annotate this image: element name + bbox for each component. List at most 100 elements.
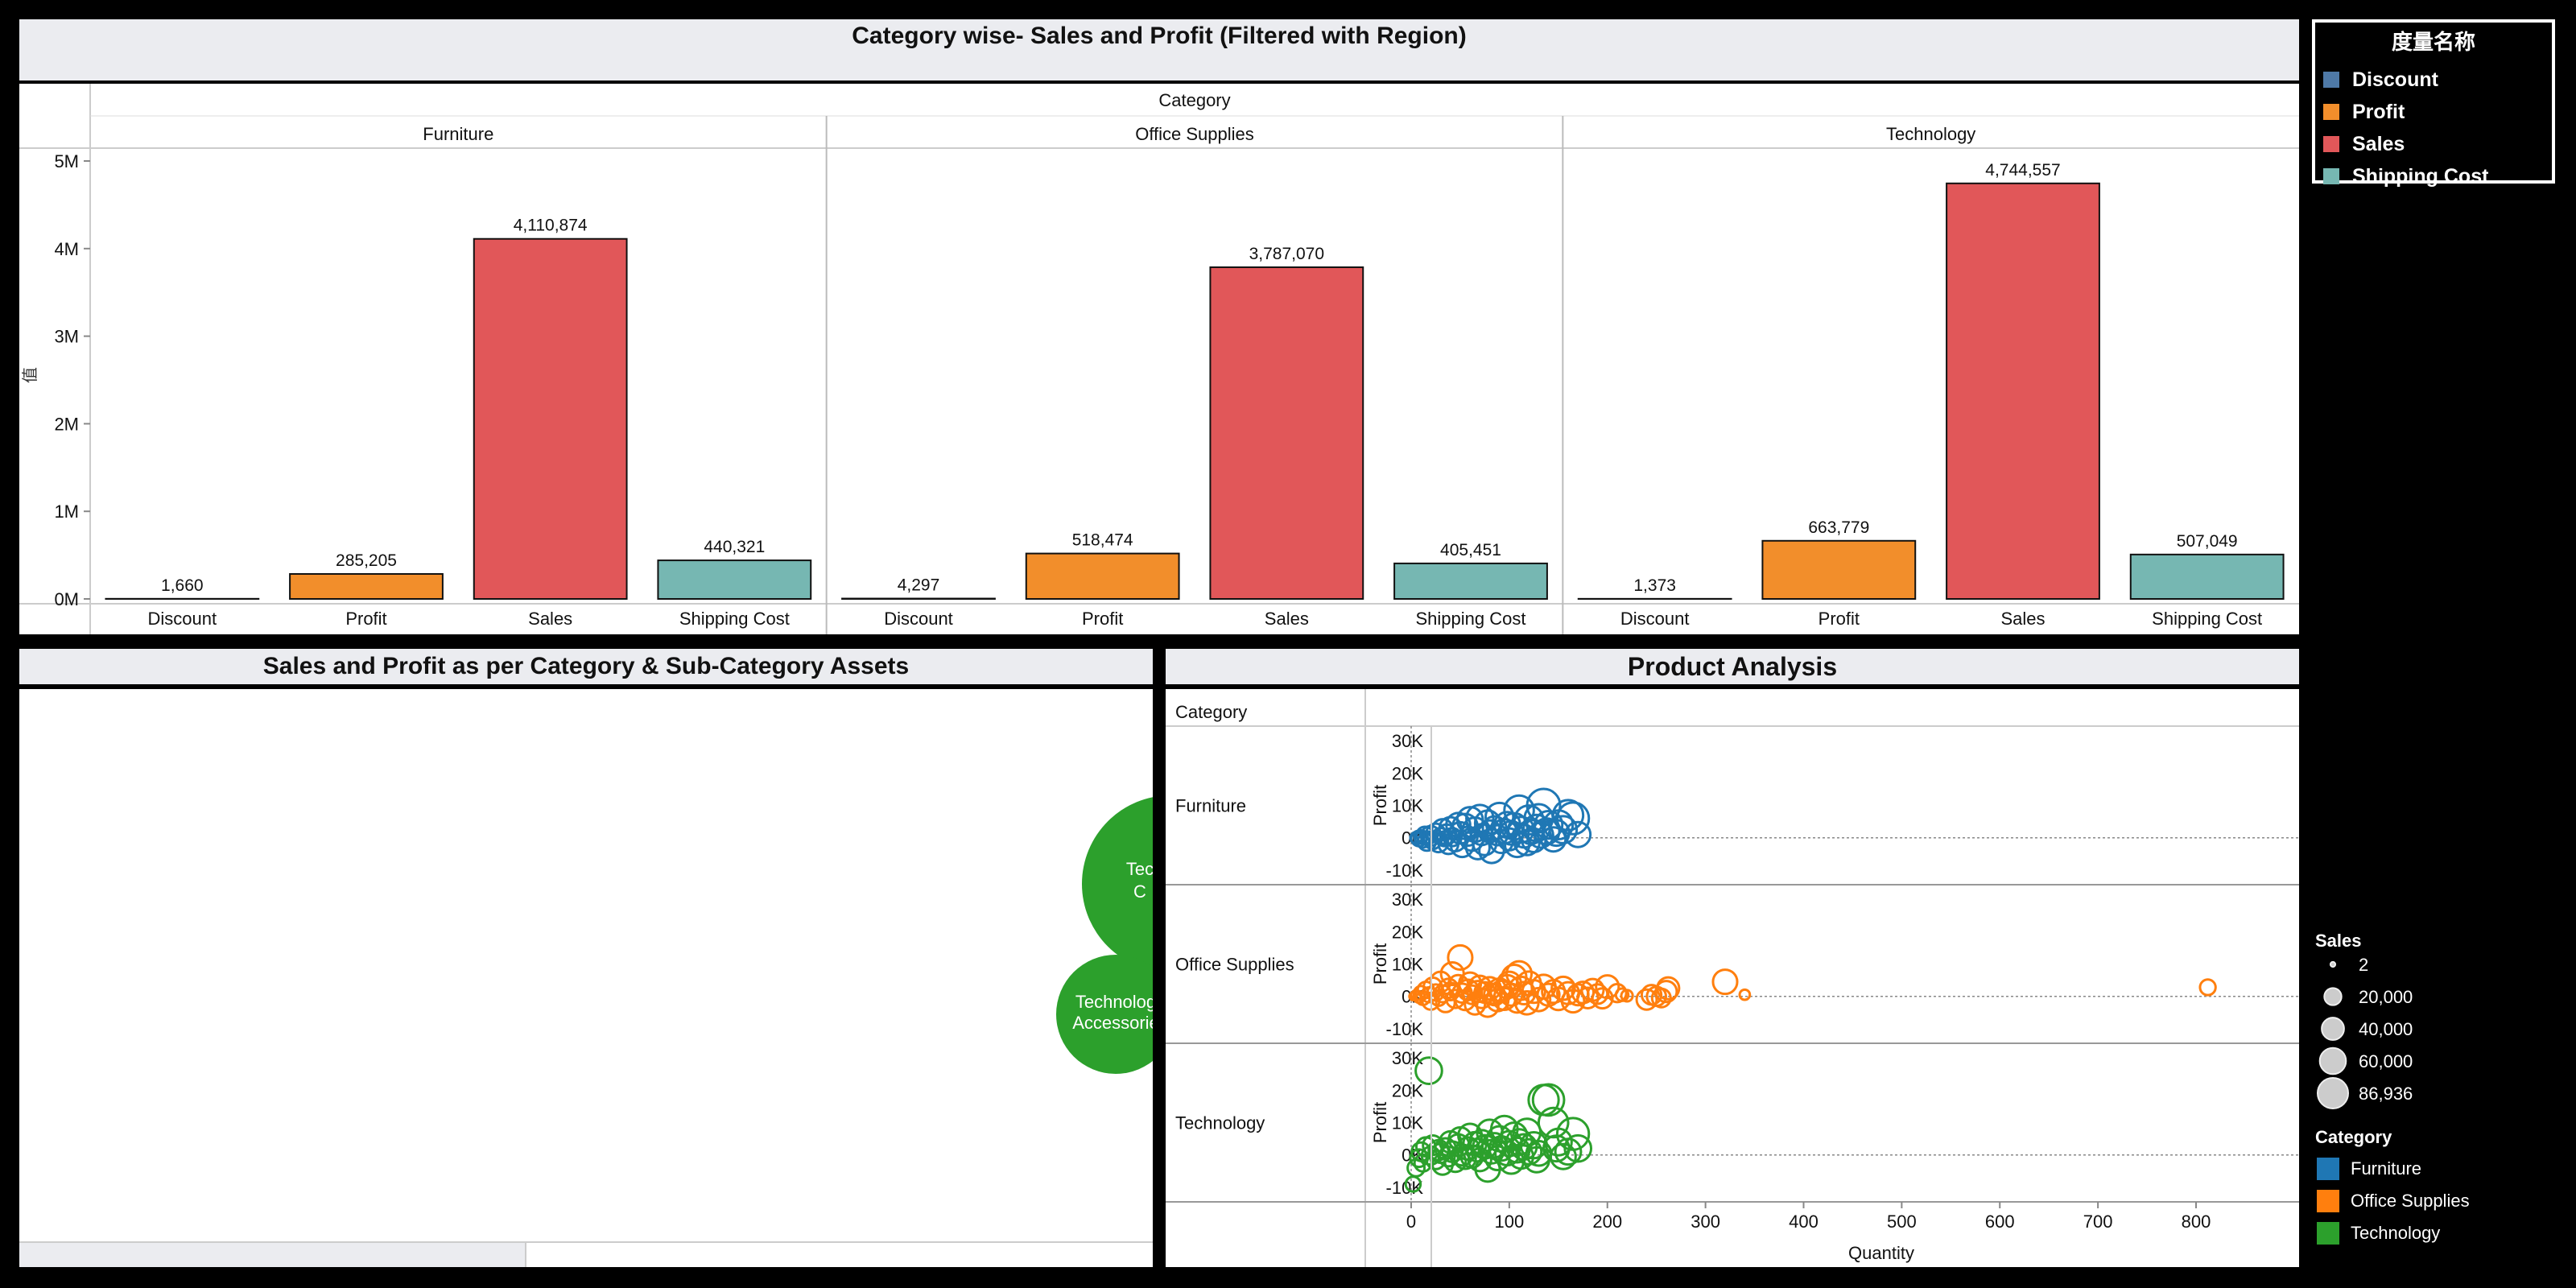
scatter-point-office-supplies[interactable] (1654, 980, 1678, 1004)
y-tick-label: 30K (1392, 1048, 1423, 1068)
y-tick-label: 10K (1392, 955, 1423, 975)
scatter-point-technology[interactable] (1531, 1083, 1566, 1117)
y-axis-title: Profit (1370, 1102, 1390, 1143)
size-legend-label: 40,000 (2359, 1019, 2413, 1039)
size-legend-label: 20,000 (2359, 987, 2413, 1007)
row-header-label: Category (1175, 702, 1247, 722)
bubble-chart-title: Sales and Profit as per Category & Sub-C… (262, 653, 910, 679)
scatter-point-office-supplies[interactable] (1576, 986, 1600, 1009)
top-chart-title-bar: Category wise- Sales and Profit (Filtere… (19, 19, 2299, 80)
bar-value-label: 663,779 (1808, 518, 1869, 537)
x-tick-label-discount: Discount (884, 609, 953, 629)
x-tick-label-profit: Profit (1082, 609, 1123, 629)
product-analysis-title-bar: Product Analysis (1166, 649, 2299, 684)
bar-technology-profit[interactable] (1761, 539, 1917, 600)
scatter-point-office-supplies[interactable] (1505, 960, 1534, 988)
scatter-point-office-supplies[interactable] (1433, 984, 1452, 1004)
top-chart-panel: Category 值 0M 1M 2M 3M 4M 5M Furniture 1,660 Disco… (19, 84, 2299, 634)
scatter-point-technology[interactable] (1468, 1129, 1496, 1155)
scatter-point-technology[interactable] (1555, 1117, 1591, 1151)
scatter-point-technology[interactable] (1443, 1150, 1468, 1174)
scatter-point-furniture[interactable] (1486, 824, 1509, 847)
scatter-point-technology[interactable] (1515, 1137, 1543, 1166)
scatter-point-office-supplies[interactable] (1591, 987, 1614, 1010)
y-tick-label: 5M (54, 151, 79, 171)
x-tick-label-shipping-cost: Shipping Cost (679, 609, 790, 629)
measure-legend-title: 度量名称 (2391, 30, 2475, 54)
legend-swatch (2323, 104, 2339, 120)
size-legend-marker (2323, 987, 2343, 1006)
scatter-point-office-supplies[interactable] (1711, 968, 1739, 996)
facet-label-technology: Technology (1886, 124, 1975, 144)
scatter-point-furniture[interactable] (1451, 812, 1480, 840)
scatter-point-technology[interactable] (1422, 1134, 1444, 1157)
bar-furniture-sales[interactable] (473, 237, 628, 600)
y-axis-title: Profit (1370, 785, 1390, 826)
row-label-office-supplies: Office Supplies (1175, 955, 1294, 975)
scatter-point-office-supplies[interactable] (1607, 983, 1628, 1004)
legend-swatch (2317, 1190, 2339, 1212)
horizontal-scrollbar-track[interactable] (19, 1241, 1153, 1267)
measure-legend-item-sales[interactable]: Sales (2315, 128, 2552, 160)
size-legend-marker (2329, 960, 2337, 968)
bar-technology-shipping-cost[interactable] (2129, 553, 2285, 600)
x-tick-label-discount: Discount (1620, 609, 1690, 629)
scatter-point-furniture[interactable] (1548, 815, 1579, 844)
x-tick-label-shipping-cost: Shipping Cost (1416, 609, 1526, 629)
measure-legend-item-discount[interactable]: Discount (2315, 64, 2552, 96)
sales-legend-title: Sales (2315, 931, 2362, 951)
scatter-point-office-supplies[interactable] (1447, 943, 1474, 971)
scatter-point-technology[interactable] (1414, 1056, 1443, 1085)
y-tick-label: 20K (1392, 922, 1423, 942)
bar-technology-sales[interactable] (1946, 182, 2100, 601)
scatter-point-furniture[interactable] (1533, 809, 1564, 840)
bubble-technology-accessories[interactable] (1056, 955, 1153, 1074)
sales-size-legend: Sales 2 20,000 40,000 60,000 86,936 (2312, 927, 2553, 1113)
bubble-large-label: Tec C (1125, 859, 1153, 902)
facet-label-furniture: Furniture (423, 124, 493, 144)
category-legend-item-office-supplies[interactable]: Office Supplies (2317, 1185, 2470, 1217)
scatter-point-furniture[interactable] (1551, 799, 1585, 832)
y-tick-label: 20K (1392, 763, 1423, 783)
top-chart-title: Category wise- Sales and Profit (Filtere… (852, 23, 1467, 49)
bar-value-label: 518,474 (1072, 531, 1133, 550)
bar-office-supplies-profit[interactable] (1025, 552, 1180, 600)
size-legend-label: 60,000 (2359, 1051, 2413, 1071)
scatter-point-office-supplies[interactable] (1738, 988, 1752, 1001)
scatter-point-furniture[interactable] (1564, 820, 1592, 848)
legend-label: Shipping Cost (2352, 164, 2489, 188)
measure-legend-item-profit[interactable]: Profit (2315, 96, 2552, 128)
bar-furniture-shipping-cost[interactable] (657, 559, 812, 601)
x-tick-label: 800 (2182, 1212, 2211, 1232)
product-analysis-panel: Category Furniture Profit 30K 20K 10K 0K -10K Of… (1166, 689, 2299, 1267)
legend-swatch (2317, 1158, 2339, 1180)
bar-office-supplies-shipping-cost[interactable] (1393, 562, 1548, 600)
bar-furniture-profit[interactable] (289, 572, 444, 600)
scatter-point-technology[interactable] (1537, 1106, 1570, 1139)
scatter-point-office-supplies[interactable] (1635, 988, 1658, 1011)
y-tick-label: 20K (1392, 1080, 1423, 1100)
category-legend-item-furniture[interactable]: Furniture (2317, 1153, 2470, 1185)
size-legend-label: 86,936 (2359, 1084, 2413, 1104)
scatter-point-technology[interactable] (1512, 1117, 1542, 1147)
measure-legend-item-shipping-cost[interactable]: Shipping Cost (2315, 160, 2552, 192)
bar-value-label: 405,451 (1440, 541, 1501, 559)
scatter-point-technology[interactable] (1549, 1142, 1577, 1170)
bar-office-supplies-sales[interactable] (1209, 266, 1364, 600)
row-label-furniture: Furniture (1175, 796, 1246, 816)
scatter-point-technology[interactable] (1563, 1133, 1593, 1163)
scatter-point-office-supplies[interactable] (1595, 974, 1620, 1000)
scatter-point-office-supplies[interactable] (1656, 976, 1681, 1001)
scatter-point-office-supplies[interactable] (1620, 989, 1634, 1003)
scatter-point-office-supplies[interactable] (2198, 978, 2217, 997)
scatter-point-office-supplies[interactable] (1614, 987, 1630, 1002)
x-tick-label: 200 (1592, 1212, 1622, 1232)
scatter-point-office-supplies[interactable] (1550, 975, 1576, 1001)
category-legend-item-technology[interactable]: Technology (2317, 1217, 2470, 1249)
category-bar-chart: Category 值 0M 1M 2M 3M 4M 5M Furniture 1,660 Disco… (19, 84, 2299, 634)
scatter-point-furniture[interactable] (1555, 801, 1591, 836)
bubble-chart-panel: Tec C Technolog Accessorie (19, 689, 1153, 1267)
x-tick-label: 500 (1887, 1212, 1917, 1232)
size-legend-marker (2321, 1017, 2345, 1041)
horizontal-scrollbar-thumb[interactable] (19, 1243, 526, 1267)
